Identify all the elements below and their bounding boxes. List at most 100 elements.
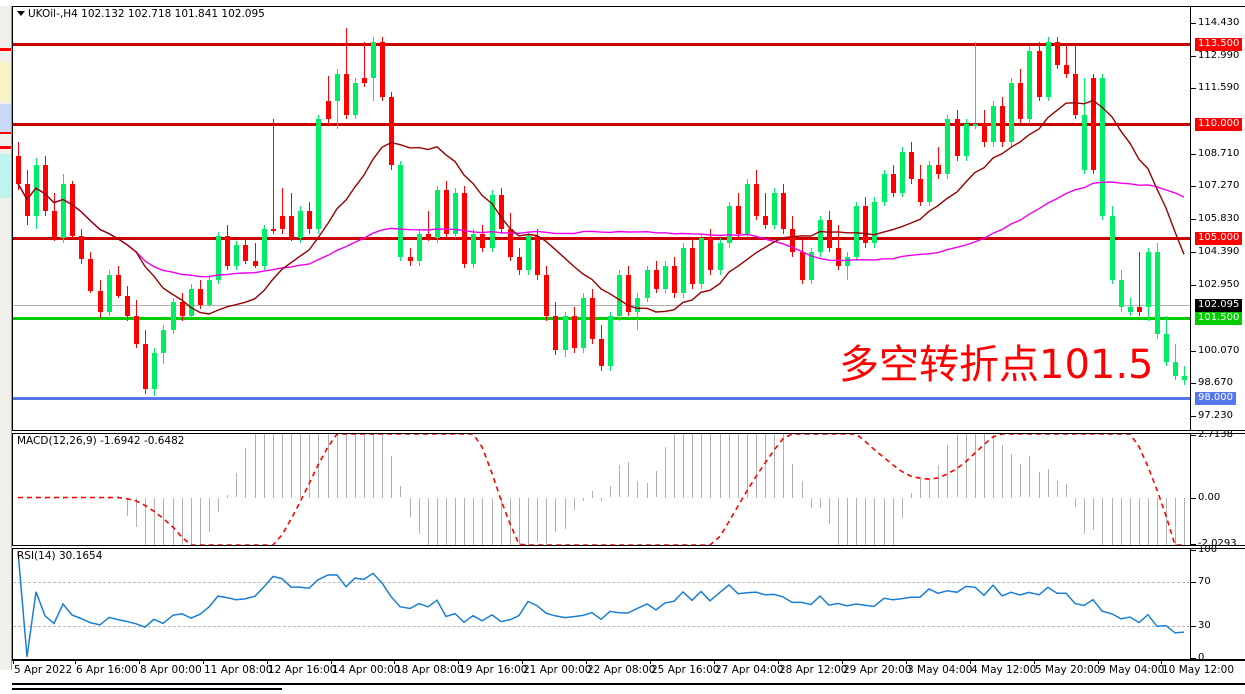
macd-histogram-bar xyxy=(364,434,365,498)
candle-body xyxy=(736,206,741,234)
candle-body xyxy=(790,229,795,253)
macd-histogram-bar xyxy=(911,492,912,498)
macd-histogram-bar xyxy=(820,497,821,508)
macd-histogram-bar xyxy=(865,497,866,545)
macd-histogram-bar xyxy=(492,497,493,545)
candle-body xyxy=(882,174,887,202)
candlestick xyxy=(353,7,358,430)
candle-body xyxy=(927,165,932,202)
candle-body xyxy=(70,183,75,237)
candlestick xyxy=(626,7,631,430)
candle-body xyxy=(1182,375,1187,381)
candle-body xyxy=(61,183,66,239)
candle-body xyxy=(180,302,185,317)
candle-body xyxy=(79,236,84,259)
candlestick xyxy=(298,7,303,430)
macd-histogram-bar xyxy=(173,497,174,545)
macd-histogram-bar xyxy=(565,497,566,529)
candle-body xyxy=(134,316,139,344)
price-plot-area[interactable]: 多空转折点101.5 xyxy=(13,7,1190,430)
candle-body xyxy=(854,206,859,257)
candle-body xyxy=(872,201,877,243)
macd-histogram-bar xyxy=(701,434,702,498)
macd-histogram-bar xyxy=(209,497,210,532)
candlestick xyxy=(891,7,896,430)
rsi-axis[interactable]: 100 70 30 0 xyxy=(1190,545,1245,663)
time-axis-tick xyxy=(906,661,907,664)
macd-histogram-bar xyxy=(1029,456,1030,498)
candlestick xyxy=(617,7,622,430)
candle-body xyxy=(645,270,650,298)
price-axis-tick xyxy=(1191,55,1196,57)
macd-pane[interactable]: MACD(12,26,9) -1.6942 -0.6482 2.7138 0.00… xyxy=(12,430,1245,549)
candlestick xyxy=(727,7,732,430)
candlestick xyxy=(1110,7,1115,430)
rsi-pane[interactable]: RSI(14) 30.1654 100 70 30 0 xyxy=(12,545,1245,663)
candlestick xyxy=(389,7,394,430)
price-axis-label: 98.670 xyxy=(1198,377,1233,389)
candle-body xyxy=(362,78,367,83)
macd-histogram-bar xyxy=(1139,497,1140,545)
candle-body xyxy=(326,101,331,120)
price-axis-label: 102.950 xyxy=(1198,279,1240,291)
macd-histogram-bar xyxy=(154,497,155,545)
candle-wick xyxy=(364,41,365,88)
candlestick xyxy=(818,7,823,430)
candle-body xyxy=(335,73,340,102)
macd-histogram-bar xyxy=(957,434,958,498)
level-line-resistance xyxy=(13,123,1190,127)
candlestick xyxy=(1027,7,1032,430)
macd-histogram-bar xyxy=(328,434,329,498)
time-axis-tick xyxy=(458,661,459,664)
macd-histogram-bar xyxy=(647,483,648,498)
price-axis[interactable]: 114.430 112.990 111.590 108.710 107.270 105.8… xyxy=(1190,7,1245,430)
macd-histogram-bar xyxy=(1002,445,1003,498)
time-axis[interactable]: 5 Apr 2022 6 Apr 16:00 8 Apr 00:00 11 Apr 0… xyxy=(12,660,1245,682)
candle-body xyxy=(1018,82,1023,120)
candle-body xyxy=(909,151,914,179)
candlestick xyxy=(854,7,859,430)
candle-body xyxy=(572,316,577,349)
candle-wick xyxy=(847,252,848,280)
candle-wick xyxy=(765,192,766,230)
candlestick xyxy=(116,7,121,430)
candle-body xyxy=(690,247,695,285)
rsi-plot-area[interactable] xyxy=(13,549,1190,659)
candlestick xyxy=(52,7,57,430)
macd-histogram-bar xyxy=(555,497,556,532)
candle-body xyxy=(389,96,394,166)
candle-body xyxy=(809,252,814,280)
macd-histogram-bar xyxy=(674,434,675,498)
candle-body xyxy=(508,229,513,257)
candle-body xyxy=(617,274,622,317)
price-axis-badge: 105.000 xyxy=(1195,232,1243,246)
macd-histogram-bar xyxy=(920,479,921,498)
rsi-level-line xyxy=(13,626,1190,627)
candle-wick xyxy=(1139,252,1140,317)
candle-wick xyxy=(328,76,329,125)
macd-axis-tick xyxy=(1191,497,1196,499)
price-pane-title: UKOil-,H4 102.132 102.718 101.841 102.09… xyxy=(17,9,265,20)
price-pane[interactable]: UKOil-,H4 102.132 102.718 101.841 102.09… xyxy=(12,6,1245,431)
candlestick xyxy=(945,7,950,430)
triangle-down-icon[interactable] xyxy=(17,11,25,16)
macd-axis[interactable]: 2.7138 0.00 -2.0293 xyxy=(1190,430,1245,549)
macd-histogram-bar xyxy=(355,434,356,498)
time-axis-label: 3 May 04:00 xyxy=(907,664,973,676)
macd-plot-area[interactable] xyxy=(13,434,1190,545)
macd-histogram-bar xyxy=(373,434,374,498)
candlestick xyxy=(444,7,449,430)
macd-histogram-bar xyxy=(783,434,784,498)
macd-histogram-bar xyxy=(1093,497,1094,531)
candlestick xyxy=(645,7,650,430)
candle-body xyxy=(490,194,495,248)
price-axis-tick xyxy=(1191,252,1196,254)
candle-body xyxy=(1046,41,1051,97)
left-edge-strip[interactable] xyxy=(0,6,12,670)
candlestick xyxy=(1009,7,1014,430)
macd-histogram-bar xyxy=(182,497,183,545)
candle-body xyxy=(635,297,640,312)
candlestick xyxy=(973,7,978,430)
candle-body xyxy=(43,165,48,211)
candle-wick xyxy=(938,146,939,179)
